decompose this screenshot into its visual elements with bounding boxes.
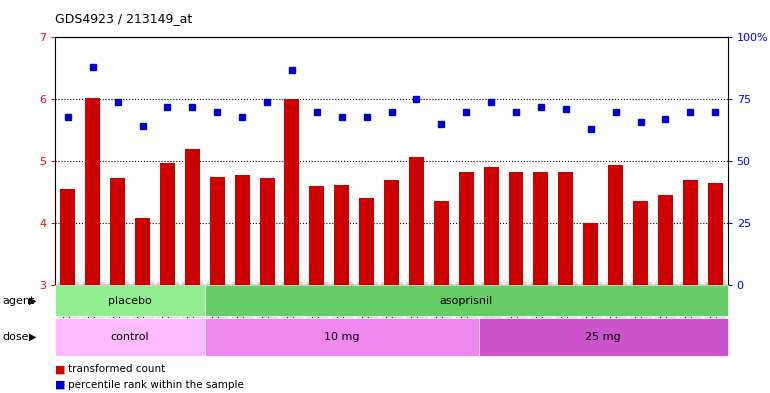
Bar	[205, 318, 479, 356]
Bar	[205, 285, 728, 316]
Text: ▶: ▶	[29, 332, 37, 342]
Text: 10 mg: 10 mg	[324, 332, 360, 342]
Text: GDS4923 / 213149_at: GDS4923 / 213149_at	[55, 12, 192, 25]
Bar	[683, 180, 698, 285]
Bar	[534, 172, 548, 285]
Bar	[209, 176, 225, 285]
Bar	[85, 98, 100, 285]
Bar	[658, 195, 673, 285]
Text: placebo: placebo	[109, 296, 152, 306]
Bar	[55, 285, 205, 316]
Bar	[235, 175, 249, 285]
Text: percentile rank within the sample: percentile rank within the sample	[68, 380, 243, 390]
Bar	[583, 223, 598, 285]
Text: ■: ■	[55, 380, 66, 390]
Bar	[60, 189, 75, 285]
Bar	[55, 318, 205, 356]
Bar	[459, 172, 474, 285]
Bar	[359, 198, 374, 285]
Bar	[259, 178, 275, 285]
Bar	[558, 172, 574, 285]
Bar	[484, 167, 499, 285]
Bar	[384, 180, 399, 285]
Bar	[409, 157, 424, 285]
Bar	[608, 165, 623, 285]
Bar	[160, 163, 175, 285]
Bar	[110, 178, 126, 285]
Bar	[284, 99, 300, 285]
Text: asoprisnil: asoprisnil	[440, 296, 493, 306]
Bar	[135, 218, 150, 285]
Text: dose: dose	[2, 332, 28, 342]
Text: 25 mg: 25 mg	[585, 332, 621, 342]
Bar	[479, 318, 728, 356]
Bar	[708, 183, 723, 285]
Text: control: control	[111, 332, 149, 342]
Bar	[334, 185, 350, 285]
Bar	[434, 201, 449, 285]
Text: ▶: ▶	[29, 296, 37, 306]
Bar	[508, 172, 524, 285]
Bar	[185, 149, 200, 285]
Text: agent: agent	[2, 296, 35, 306]
Text: transformed count: transformed count	[68, 364, 165, 375]
Bar	[633, 201, 648, 285]
Bar	[310, 186, 324, 285]
Text: ■: ■	[55, 364, 66, 375]
